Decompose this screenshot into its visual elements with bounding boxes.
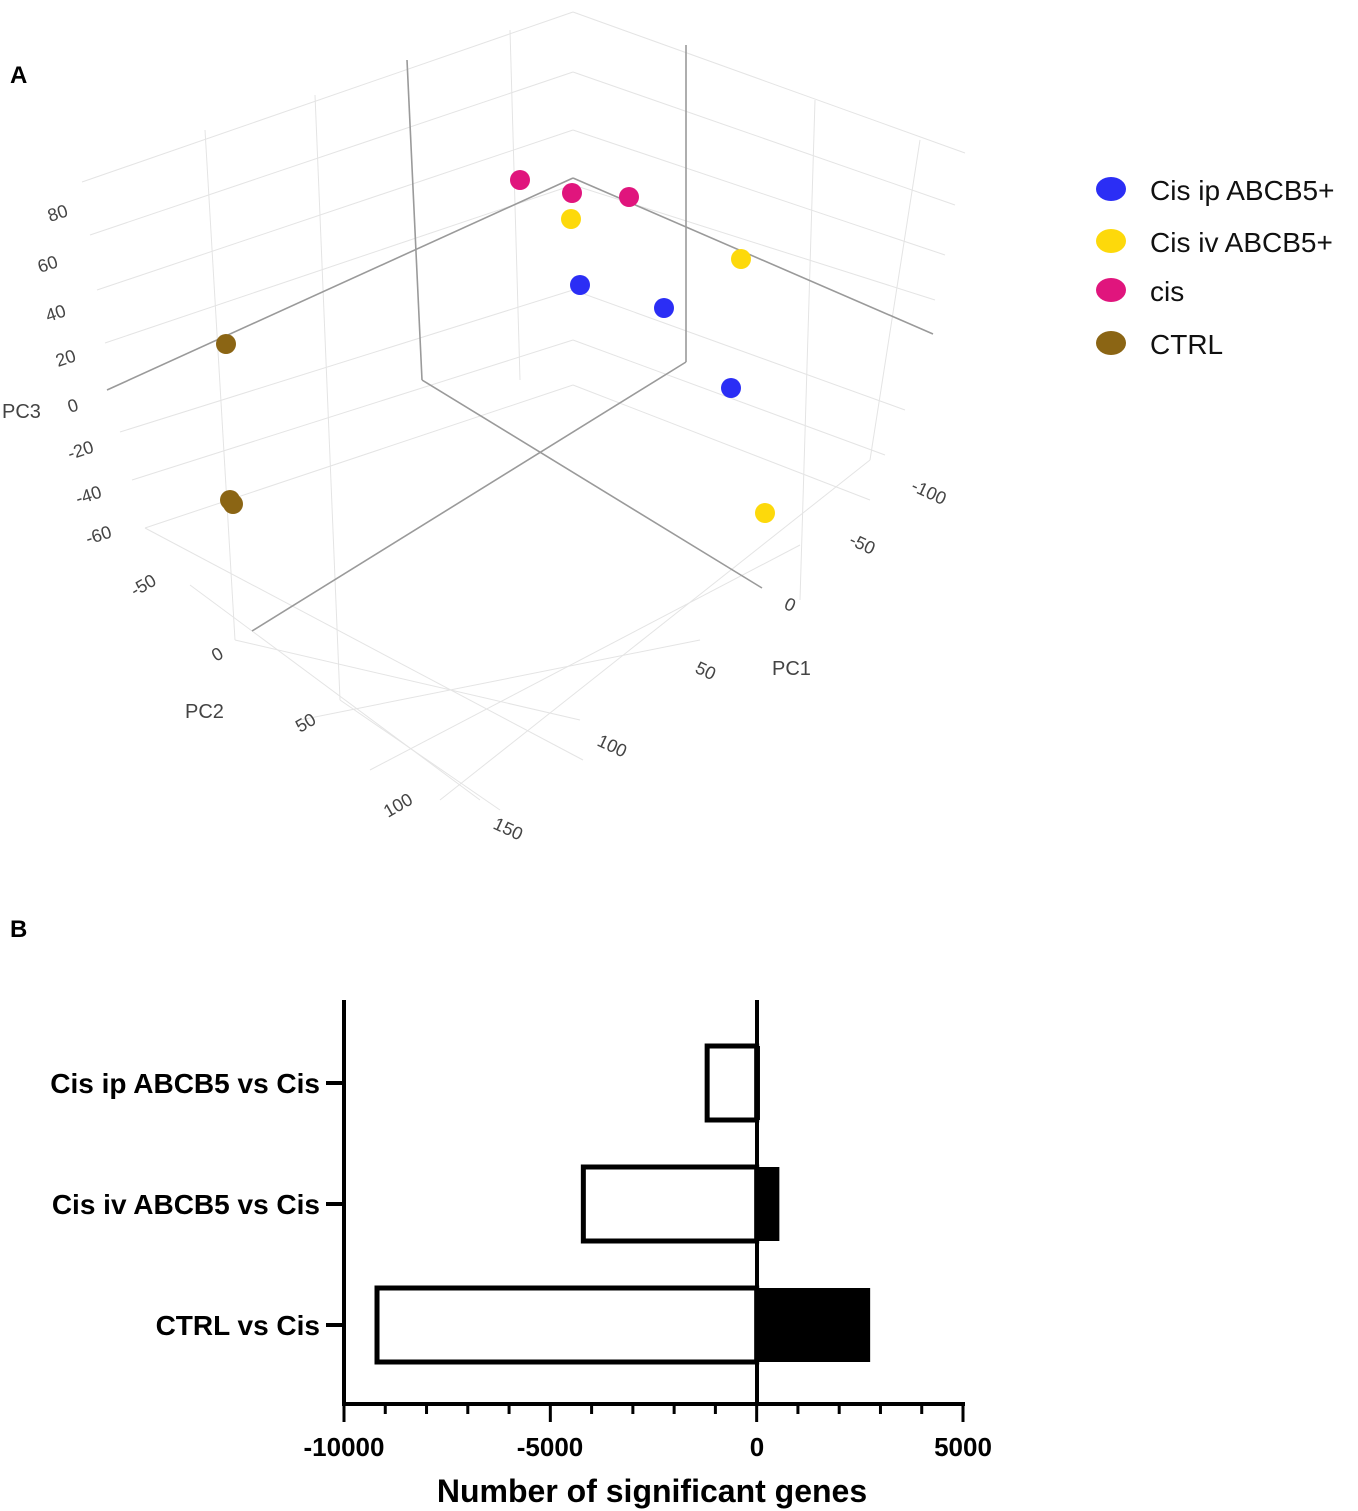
point-ctrl-1 — [216, 334, 236, 354]
point-cis-iv-1 — [561, 209, 581, 229]
point-cis-ip-2 — [654, 298, 674, 318]
point-cis-iv-3 — [755, 503, 775, 523]
panel-a-label: A — [10, 62, 28, 89]
legend-label-cis-iv: Cis iv ABCB5+ — [1150, 227, 1333, 258]
bar-down-3 — [374, 1285, 760, 1365]
pc1-tick-m100: -100 — [908, 475, 949, 508]
point-ctrl-3 — [223, 494, 243, 514]
x-axis-title: Number of significant genes — [437, 1473, 867, 1509]
legend-swatch-cis — [1096, 278, 1126, 302]
pca-3d-plot: 80 60 40 20 0 -20 -40 -60 PC3 -100 -50 0… — [2, 11, 1334, 844]
bar-marks — [374, 1043, 871, 1365]
point-cis-ip-1 — [570, 275, 590, 295]
pc2-axis-title: PC2 — [185, 701, 224, 723]
pc2-tick-m50: -50 — [127, 570, 160, 600]
pc1-tick-150: 150 — [490, 813, 526, 844]
point-cis-3 — [619, 187, 639, 207]
pc2-tick-0: 0 — [208, 643, 227, 665]
point-cis-iv-2 — [731, 249, 751, 269]
pc3-tick-80: 80 — [45, 201, 70, 226]
pc3-tick-m60: -60 — [83, 522, 114, 549]
point-cis-1 — [510, 170, 530, 190]
pc3-tick-60: 60 — [35, 252, 60, 277]
cat-label-cis-ip: Cis ip ABCB5 vs Cis — [50, 1068, 320, 1099]
cat-label-ctrl: CTRL vs Cis — [156, 1310, 320, 1341]
bar-up-3 — [756, 1288, 871, 1362]
legend-swatch-cis-ip — [1096, 177, 1126, 201]
pca-points — [216, 170, 775, 523]
pc1-tick-50: 50 — [692, 657, 719, 684]
panel-b-label: B — [10, 916, 28, 943]
pc2-tick-50: 50 — [292, 709, 319, 736]
pca-grid — [81, 11, 966, 811]
pc1-axis-title: PC1 — [772, 658, 811, 680]
pc2-tick-100: 100 — [380, 789, 416, 821]
x-tick-label-5000: 5000 — [934, 1432, 992, 1462]
legend-label-cis: cis — [1150, 276, 1184, 307]
pca-legend: Cis ip ABCB5+ Cis iv ABCB5+ cis CTRL — [1096, 175, 1334, 360]
bar-down-2 — [580, 1164, 760, 1244]
point-cis-2 — [562, 183, 582, 203]
legend-label-ctrl: CTRL — [1150, 329, 1223, 360]
pc3-tick-0: 0 — [65, 395, 81, 417]
pc3-tick-40: 40 — [43, 301, 68, 326]
legend-swatch-cis-iv — [1096, 229, 1126, 253]
x-ticks — [342, 1404, 965, 1422]
legend-swatch-ctrl — [1096, 331, 1126, 355]
x-tick-label-m10000: -10000 — [304, 1432, 385, 1462]
x-tick-label-m5000: -5000 — [517, 1432, 584, 1462]
pc3-tick-20: 20 — [53, 346, 78, 371]
pc1-tick-m50: -50 — [846, 529, 878, 558]
bar-down-1 — [704, 1043, 760, 1123]
pc3-tick-m40: -40 — [73, 482, 104, 509]
pc1-tick-100: 100 — [594, 730, 630, 761]
pc3-tick-m20: -20 — [65, 437, 96, 464]
bar-up-2 — [756, 1167, 780, 1241]
pc1-tick-0: 0 — [781, 593, 799, 615]
cat-label-cis-iv: Cis iv ABCB5 vs Cis — [52, 1189, 320, 1220]
bar-chart: Cis ip ABCB5 vs Cis Cis iv ABCB5 vs Cis … — [50, 1000, 992, 1509]
point-cis-ip-3 — [721, 378, 741, 398]
legend-label-cis-ip: Cis ip ABCB5+ — [1150, 175, 1334, 206]
x-tick-label-0: 0 — [750, 1432, 764, 1462]
pc3-axis-title: PC3 — [2, 401, 41, 423]
